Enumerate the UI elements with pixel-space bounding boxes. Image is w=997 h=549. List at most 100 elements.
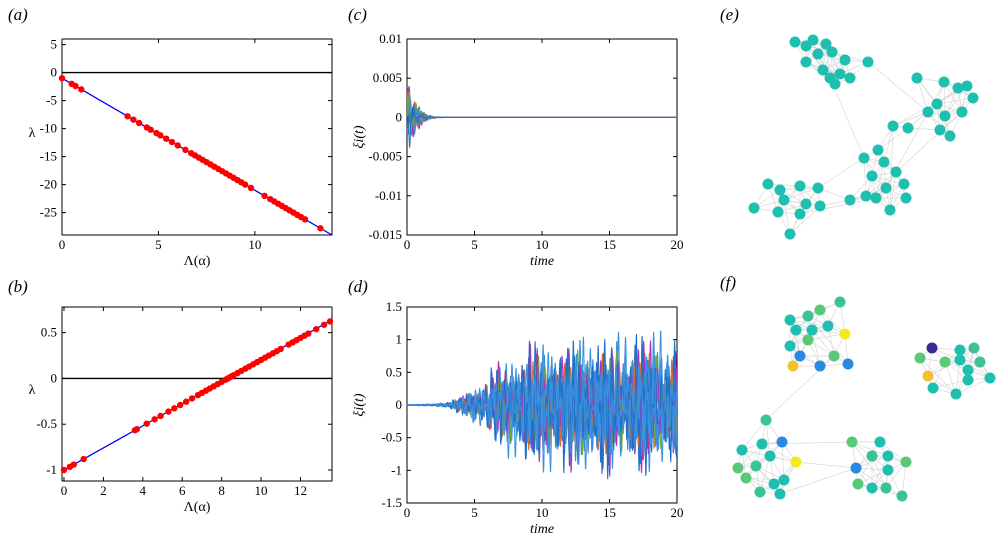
y-tick-label: 0 xyxy=(51,65,58,80)
network-edge xyxy=(927,375,957,395)
network-node xyxy=(922,370,934,382)
x-tick-label: 0 xyxy=(61,483,68,498)
network-edge xyxy=(779,467,857,495)
network-node xyxy=(858,152,870,164)
y-axis-label: ξi(t) xyxy=(352,125,367,148)
network-node xyxy=(866,170,878,182)
x-tick-label: 10 xyxy=(536,505,549,520)
chart-c: 0 5 10 15 20 0.01 0.005 0 -0.005 -0.01 -0.015 time ξ… xyxy=(352,31,684,269)
network-node xyxy=(890,166,902,178)
network-edge xyxy=(944,361,957,395)
network-node xyxy=(802,334,814,346)
network-node xyxy=(760,414,772,426)
axes-frame-a xyxy=(61,38,333,236)
y-tick-label: 5 xyxy=(51,37,58,52)
data-point xyxy=(78,86,85,93)
y-tick-label: 1.5 xyxy=(386,299,402,314)
network-node xyxy=(974,356,986,368)
network-node xyxy=(952,82,964,94)
y-tick-label: -1 xyxy=(46,462,57,477)
network-node xyxy=(870,192,882,204)
x-tick-label: 4 xyxy=(140,483,147,498)
network-edge xyxy=(789,205,821,235)
y-tick-label: 0 xyxy=(396,397,403,412)
series-trace xyxy=(407,99,677,135)
y-tick-label: 0 xyxy=(396,109,403,124)
network-e xyxy=(748,34,979,240)
y-tick-label: -0.005 xyxy=(368,149,402,164)
x-axis-label: Λ(α) xyxy=(184,500,211,515)
series-trace xyxy=(407,88,677,134)
network-edge xyxy=(927,81,945,113)
panel-label-b: (b) xyxy=(8,277,28,296)
network-edge xyxy=(875,161,885,199)
network-edge xyxy=(783,187,819,201)
data-point xyxy=(305,330,312,337)
network-edge xyxy=(829,77,865,159)
y-axis-label: ξi(t) xyxy=(352,393,367,416)
network-node xyxy=(866,482,878,494)
network-edge xyxy=(892,85,968,127)
y-axis-label: λ xyxy=(29,126,36,141)
network-node xyxy=(828,350,840,362)
network-node xyxy=(882,464,894,476)
network-edge xyxy=(871,455,889,489)
network-node xyxy=(732,462,744,474)
data-point xyxy=(188,395,196,402)
x-axis-label: time xyxy=(530,254,554,269)
network-node xyxy=(968,342,980,354)
y-tick-label: -0.01 xyxy=(375,188,402,203)
data-point xyxy=(58,75,66,82)
network-node xyxy=(784,228,796,240)
network-edge xyxy=(901,461,907,497)
network-node xyxy=(774,184,786,196)
network-node xyxy=(778,474,790,486)
network-node xyxy=(794,350,806,362)
network-node xyxy=(939,356,951,368)
panel-label-e: (e) xyxy=(720,5,739,24)
network-node xyxy=(778,194,790,206)
trace-group xyxy=(407,330,677,480)
x-axis-label: Λ(α) xyxy=(184,254,211,269)
network-node xyxy=(814,200,826,212)
network-node xyxy=(817,64,829,76)
data-point xyxy=(326,318,334,325)
network-edge xyxy=(851,441,887,489)
x-tick-label: 5 xyxy=(155,237,162,252)
data-point xyxy=(182,398,190,405)
y-tick-label: -1 xyxy=(391,462,402,477)
x-tick-label: 5 xyxy=(471,505,478,520)
x-tick-label: 15 xyxy=(603,237,616,252)
network-node xyxy=(814,360,826,372)
network-node xyxy=(934,124,946,136)
data-point xyxy=(157,132,164,139)
data-point xyxy=(247,184,255,192)
data-point xyxy=(133,425,141,433)
network-node xyxy=(834,296,846,308)
network-node xyxy=(839,54,851,66)
network-node xyxy=(772,206,784,218)
network-node xyxy=(762,178,774,190)
network-node xyxy=(740,472,752,484)
data-point xyxy=(171,405,178,412)
network-node xyxy=(887,120,899,132)
network-node xyxy=(860,190,872,202)
network-node xyxy=(787,360,799,372)
data-point xyxy=(174,142,181,149)
network-node xyxy=(954,354,966,366)
network-node xyxy=(789,36,801,48)
network-node xyxy=(900,192,912,204)
network-edge xyxy=(871,455,887,489)
network-node xyxy=(954,344,966,356)
panel-label-c: (c) xyxy=(348,5,367,24)
network-edge xyxy=(745,477,785,481)
y-tick-label: -5 xyxy=(46,93,57,108)
data-point xyxy=(165,408,172,415)
network-edge xyxy=(955,359,961,395)
network-edge xyxy=(877,127,909,151)
x-tick-label: 15 xyxy=(603,505,616,520)
x-axis-label: time xyxy=(530,522,554,537)
network-edge xyxy=(765,419,771,457)
network-edge xyxy=(932,379,969,389)
